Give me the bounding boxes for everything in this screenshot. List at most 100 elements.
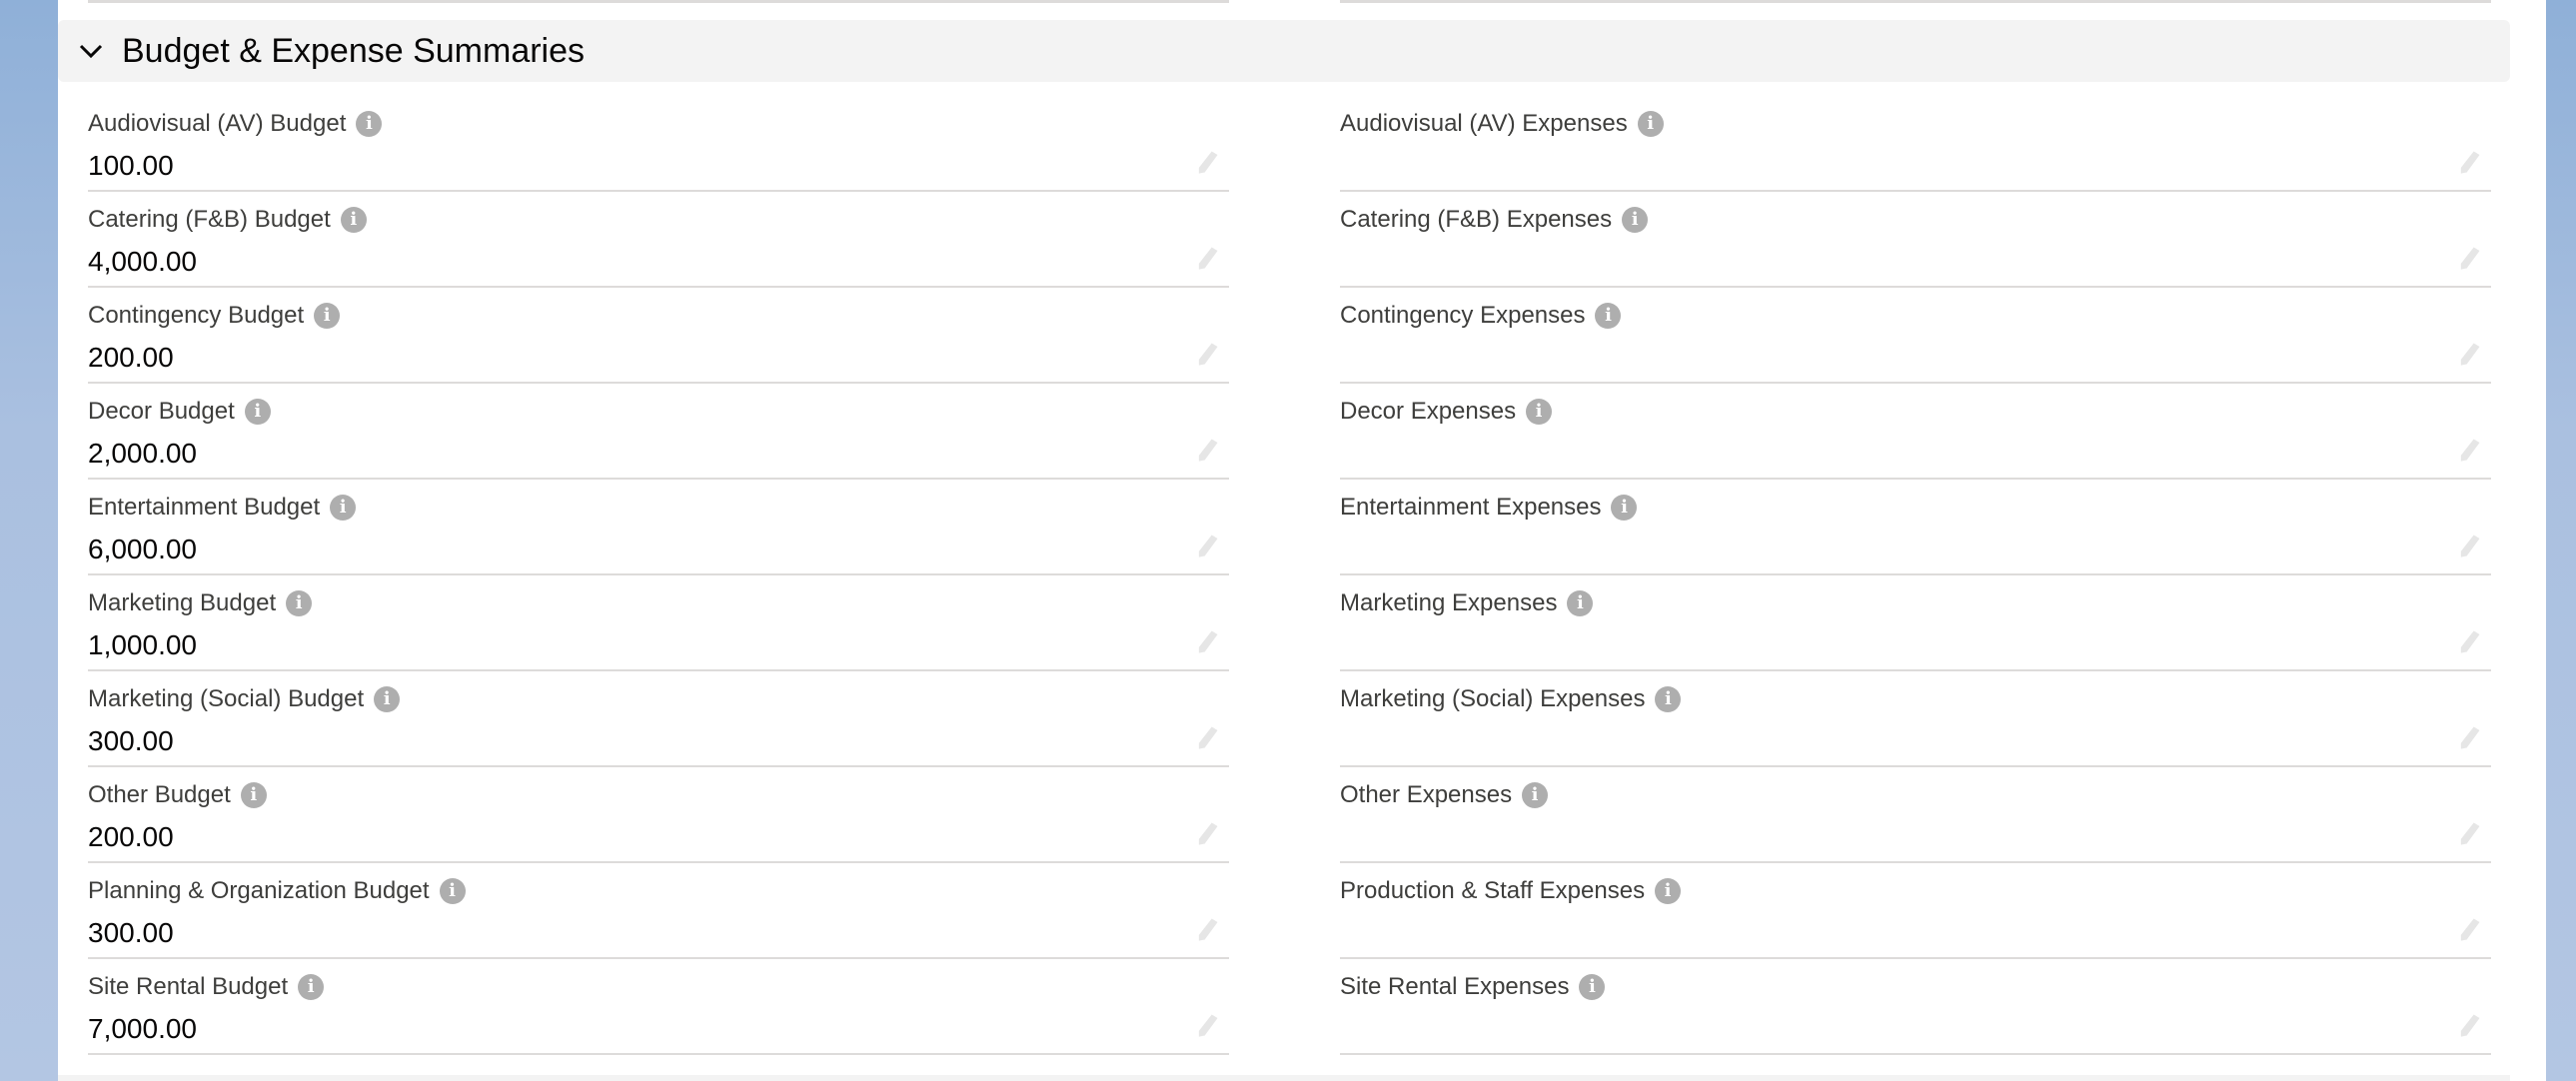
field-value: 300.00 xyxy=(88,917,174,948)
field-label-wrap: Decor Budget i xyxy=(88,398,271,426)
field-row: Contingency Expenses i xyxy=(1340,288,2491,384)
info-icon[interactable]: i xyxy=(1526,399,1553,425)
pencil-icon[interactable] xyxy=(1193,340,1221,368)
field-label: Marketing Budget xyxy=(88,589,277,616)
info-icon[interactable]: i xyxy=(374,686,401,712)
field-label: Site Rental Budget xyxy=(88,973,289,1000)
field-row: Entertainment Budget i 6,000.00 xyxy=(88,480,1229,575)
pencil-icon[interactable] xyxy=(2455,915,2483,943)
field-label: Entertainment Expenses xyxy=(1340,494,1602,521)
pencil-icon[interactable] xyxy=(2455,627,2483,655)
field-label: Decor Budget xyxy=(88,398,235,425)
info-icon[interactable]: i xyxy=(1579,974,1606,1000)
field-label-wrap: Contingency Expenses i xyxy=(1340,302,1622,330)
field-value: 100.00 xyxy=(88,150,174,181)
next-section-edge xyxy=(58,1075,2510,1081)
divider xyxy=(1340,0,2491,3)
info-icon[interactable]: i xyxy=(1567,590,1594,616)
pencil-icon[interactable] xyxy=(2455,340,2483,368)
field-label-wrap: Entertainment Budget i xyxy=(88,494,357,522)
budgets-column: Audiovisual (AV) Budget i 100.00 Catering (… xyxy=(88,96,1229,1055)
field-value: 4,000.00 xyxy=(88,246,197,277)
pencil-icon[interactable] xyxy=(1193,723,1221,751)
chevron-down-icon xyxy=(79,44,103,59)
section-toggle-budget-expense[interactable]: Budget & Expense Summaries xyxy=(58,20,2510,82)
field-label: Contingency Budget xyxy=(88,302,305,329)
pencil-icon[interactable] xyxy=(1193,1011,1221,1039)
pencil-icon[interactable] xyxy=(2455,1011,2483,1039)
field-row: Marketing (Social) Expenses i xyxy=(1340,671,2491,767)
field-row: Audiovisual (AV) Budget i 100.00 xyxy=(88,96,1229,192)
field-label-wrap: Production & Staff Expenses i xyxy=(1340,877,1682,905)
field-label-wrap: Audiovisual (AV) Expenses i xyxy=(1340,110,1664,138)
info-icon[interactable]: i xyxy=(1611,495,1638,521)
field-label-wrap: Catering (F&B) Expenses i xyxy=(1340,206,1649,234)
pencil-icon[interactable] xyxy=(2455,532,2483,559)
field-label: Other Expenses xyxy=(1340,781,1513,808)
pencil-icon[interactable] xyxy=(1193,819,1221,847)
info-icon[interactable]: i xyxy=(330,495,357,521)
pencil-icon[interactable] xyxy=(2455,723,2483,751)
field-value: 1,000.00 xyxy=(88,629,197,660)
pencil-icon[interactable] xyxy=(2455,148,2483,176)
field-label-wrap: Audiovisual (AV) Budget i xyxy=(88,110,383,138)
record-detail-panel: Budget & Expense Summaries Audiovisual (… xyxy=(58,0,2546,1081)
field-label-wrap: Marketing Expenses i xyxy=(1340,589,1594,617)
info-icon[interactable]: i xyxy=(1622,207,1649,233)
field-label-wrap: Marketing (Social) Expenses i xyxy=(1340,685,1682,713)
info-icon[interactable]: i xyxy=(298,974,325,1000)
field-label-wrap: Other Budget i xyxy=(88,781,267,809)
field-label-wrap: Planning & Organization Budget i xyxy=(88,877,466,905)
field-row: Decor Budget i 2,000.00 xyxy=(88,384,1229,480)
field-label: Entertainment Budget xyxy=(88,494,321,521)
info-icon[interactable]: i xyxy=(244,399,271,425)
pencil-icon[interactable] xyxy=(1193,244,1221,272)
info-icon[interactable]: i xyxy=(439,878,466,904)
field-label-wrap: Site Rental Expenses i xyxy=(1340,973,1606,1001)
field-row: Other Budget i 200.00 xyxy=(88,767,1229,863)
field-label-wrap: Site Rental Budget i xyxy=(88,973,325,1001)
info-icon[interactable]: i xyxy=(286,590,313,616)
expenses-column: Audiovisual (AV) Expenses i Catering (F&B)… xyxy=(1340,96,2491,1055)
field-label: Contingency Expenses xyxy=(1340,302,1586,329)
pencil-icon[interactable] xyxy=(1193,436,1221,464)
pencil-icon[interactable] xyxy=(2455,436,2483,464)
info-icon[interactable]: i xyxy=(1655,686,1682,712)
info-icon[interactable]: i xyxy=(340,207,367,233)
pencil-icon[interactable] xyxy=(1193,148,1221,176)
info-icon[interactable]: i xyxy=(314,303,341,329)
field-label-wrap: Marketing Budget i xyxy=(88,589,313,617)
field-label-wrap: Marketing (Social) Budget i xyxy=(88,685,401,713)
field-label: Audiovisual (AV) Expenses xyxy=(1340,110,1628,137)
field-label: Audiovisual (AV) Budget xyxy=(88,110,347,137)
info-icon[interactable]: i xyxy=(1522,782,1549,808)
field-row: Marketing (Social) Budget i 300.00 xyxy=(88,671,1229,767)
field-label: Catering (F&B) Budget xyxy=(88,206,331,233)
field-row: Catering (F&B) Budget i 4,000.00 xyxy=(88,192,1229,288)
field-label: Decor Expenses xyxy=(1340,398,1517,425)
field-row: Site Rental Expenses i xyxy=(1340,959,2491,1055)
field-label-wrap: Entertainment Expenses i xyxy=(1340,494,1638,522)
pencil-icon[interactable] xyxy=(1193,627,1221,655)
field-label: Site Rental Expenses xyxy=(1340,973,1570,1000)
field-row: Site Rental Budget i 7,000.00 xyxy=(88,959,1229,1055)
field-label: Catering (F&B) Expenses xyxy=(1340,206,1613,233)
pencil-icon[interactable] xyxy=(2455,244,2483,272)
pencil-icon[interactable] xyxy=(1193,915,1221,943)
info-icon[interactable]: i xyxy=(240,782,267,808)
pencil-icon[interactable] xyxy=(1193,532,1221,559)
info-icon[interactable]: i xyxy=(1655,878,1682,904)
field-row: Marketing Expenses i xyxy=(1340,575,2491,671)
field-label-wrap: Decor Expenses i xyxy=(1340,398,1553,426)
pencil-icon[interactable] xyxy=(2455,819,2483,847)
info-icon[interactable]: i xyxy=(1637,111,1664,137)
field-label: Marketing (Social) Expenses xyxy=(1340,685,1646,712)
field-row: Planning & Organization Budget i 300.00 xyxy=(88,863,1229,959)
field-value: 300.00 xyxy=(88,725,174,756)
field-row: Marketing Budget i 1,000.00 xyxy=(88,575,1229,671)
info-icon[interactable]: i xyxy=(1595,303,1622,329)
field-value: 6,000.00 xyxy=(88,534,197,564)
field-label: Other Budget xyxy=(88,781,231,808)
field-label: Marketing (Social) Budget xyxy=(88,685,365,712)
info-icon[interactable]: i xyxy=(356,111,383,137)
